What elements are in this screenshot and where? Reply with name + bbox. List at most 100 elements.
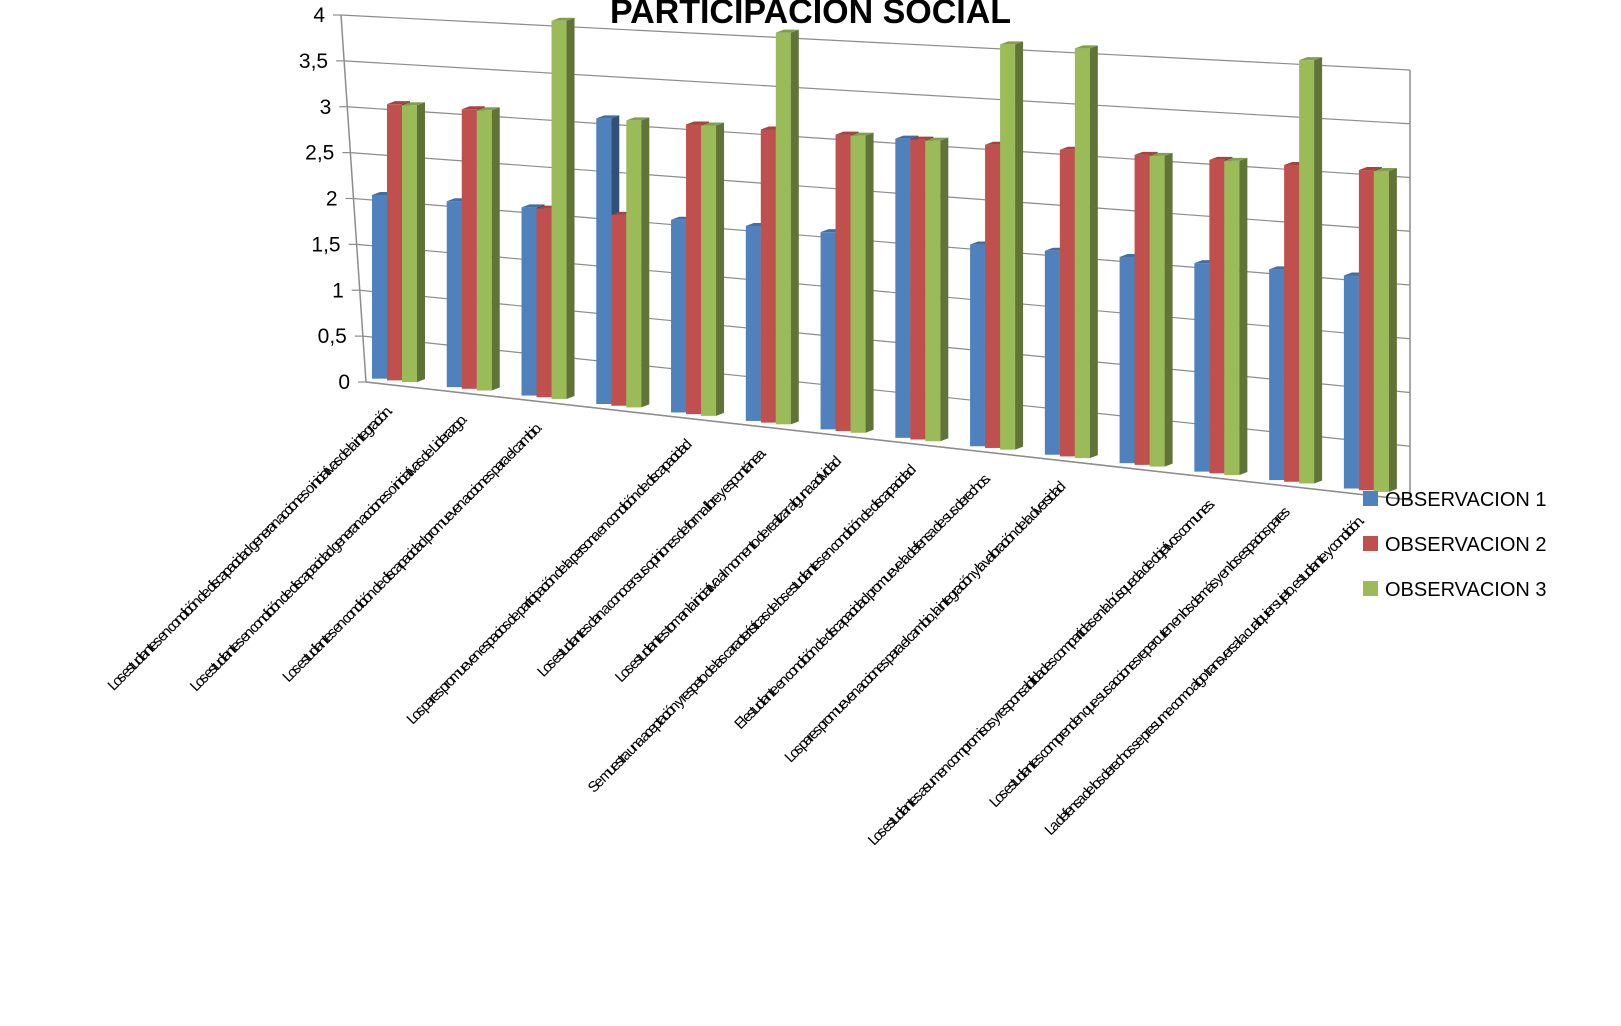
bar-top (895, 135, 919, 139)
bar-observacion-3 (925, 140, 941, 442)
bar-observacion-2 (1284, 164, 1300, 482)
bar-observacion-2 (611, 214, 627, 406)
x-tick-label: Los estudiantes en condición de discapac… (104, 403, 395, 694)
bar-observacion-1 (1343, 275, 1359, 489)
bar-observacion-3 (775, 32, 791, 425)
x-tick-label: Los pares promueven acciones para el cam… (781, 478, 1069, 766)
bar-observacion-2 (835, 134, 851, 432)
x-axis-labels: Los estudiantes en condición de discapac… (104, 403, 1367, 849)
chart-title: PARTICIPACION SOCIAL (609, 0, 1012, 31)
gridline (347, 106, 1411, 179)
bar-side (1089, 45, 1098, 459)
gridline (344, 60, 1411, 125)
bar-observacion-3 (701, 125, 717, 416)
bar-top (626, 117, 650, 121)
y-axis-ticks: 0 0,5 1 1,5 2 2,5 3 3,5 4 (299, 4, 350, 394)
bar-top (1000, 41, 1024, 45)
bar-observacion-2 (1358, 170, 1374, 491)
bar-observacion-3 (551, 20, 567, 399)
gridline (362, 335, 1411, 447)
bar-observacion-3 (1149, 155, 1165, 467)
bar-top (1134, 151, 1158, 155)
bar-top (1209, 156, 1233, 160)
bar-side (940, 137, 949, 442)
bar-side (641, 117, 650, 408)
bar-top (476, 107, 500, 111)
bar-observacion-2 (910, 139, 926, 440)
bar-top (925, 137, 949, 141)
gridline (356, 243, 1411, 340)
bar-top (1074, 45, 1098, 49)
bar-observacion-3 (1224, 160, 1240, 476)
y-tick-label: 1,5 (311, 233, 340, 256)
bar-observacion-3 (476, 110, 492, 391)
bar-top (850, 132, 874, 136)
y-tick-label: 4 (313, 4, 325, 27)
bar-observacion-1 (671, 219, 687, 413)
bar-observacion-3 (1299, 60, 1315, 484)
gridline (365, 381, 1411, 501)
bar-top (835, 131, 859, 135)
bar-top (1373, 168, 1397, 172)
bar-top (701, 122, 725, 126)
bar-observacion-1 (895, 138, 911, 438)
bar-observacion-1 (596, 118, 612, 405)
bar-top (551, 17, 575, 21)
legend-label: OBSERVACION 1 (1385, 489, 1547, 511)
legend-label: OBSERVACION 2 (1385, 534, 1547, 556)
legend-swatch (1363, 491, 1378, 506)
bar-observacion-1 (970, 244, 986, 447)
bar-side (491, 107, 500, 391)
bar-side (1164, 152, 1173, 467)
bar-top (461, 106, 485, 110)
bar-observacion-1 (820, 232, 836, 430)
bar-observacion-3 (1000, 44, 1016, 450)
bar-top (686, 121, 710, 125)
legend-swatch (1363, 536, 1378, 551)
y-tick-label: 0 (338, 371, 350, 394)
bar-top (775, 29, 799, 33)
x-tick-label: Los estudiantes comprenden que sus accio… (986, 504, 1293, 811)
bar-observacion-2 (387, 104, 402, 381)
x-tick-label: Los estudiantes en condición de discapac… (187, 411, 471, 695)
y-tick-label: 2,5 (305, 142, 334, 165)
x-tick-label: Los pares promueven espacios de particip… (403, 436, 695, 728)
gridline (350, 152, 1411, 232)
bar-observacion-3 (626, 120, 642, 408)
gridline (359, 289, 1411, 394)
bar-observacion-1 (745, 225, 761, 421)
bar-observacion-1 (521, 207, 537, 396)
bar-observacion-1 (1119, 256, 1135, 464)
bar-observacion-2 (985, 144, 1001, 448)
legend: OBSERVACION 1 OBSERVACION 2 OBSERVACION 3 (1363, 489, 1547, 601)
bar-observacion-2 (760, 129, 776, 423)
bar-observacion-2 (461, 109, 477, 389)
bar-top (521, 204, 545, 208)
y-tick-label: 1 (332, 279, 344, 302)
bar-side (417, 102, 425, 383)
bar-top (402, 102, 425, 106)
bar-observacion-2 (1134, 154, 1150, 465)
bar-top (1299, 57, 1323, 61)
bar-side (716, 122, 725, 416)
bar-top (596, 115, 620, 119)
gridline (353, 197, 1411, 286)
bar-side (865, 132, 874, 433)
x-tick-label: Se muestra una aceptación y respeto de l… (585, 461, 920, 796)
bar-top (1149, 152, 1173, 156)
bar-observacion-3 (1373, 171, 1389, 492)
bar-observacion-2 (1059, 149, 1075, 457)
x-tick-label: La defensa de los derechos se presume co… (1041, 513, 1367, 839)
bar-side (790, 29, 799, 425)
legend-swatch (1363, 581, 1378, 596)
bar-observacion-1 (1269, 269, 1285, 481)
bar-top (1358, 167, 1382, 171)
bar-observacion-2 (686, 124, 702, 415)
y-tick-label: 2 (326, 188, 338, 211)
y-tick-label: 3,5 (299, 50, 328, 73)
bar-observacion-2 (536, 208, 552, 398)
bar-observacion-1 (1044, 250, 1060, 455)
bar-side (566, 17, 575, 399)
